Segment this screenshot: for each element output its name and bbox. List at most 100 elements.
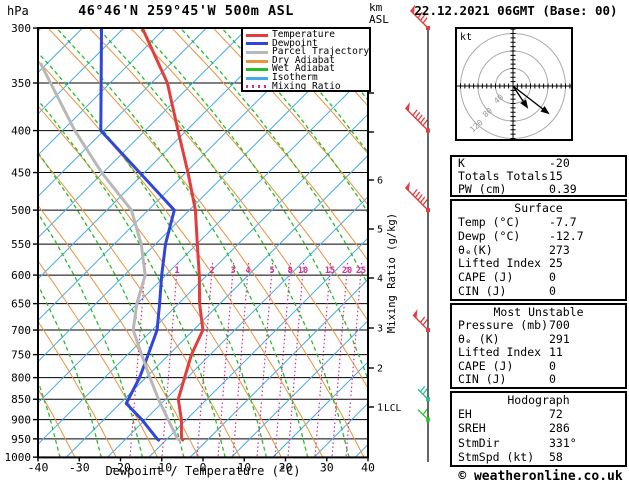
datetime-title: 22.12.2021 06GMT (Base: 00) xyxy=(414,3,618,18)
dry-adiabat-line xyxy=(47,28,365,458)
legend-item: Parcel Trajectory xyxy=(246,47,369,57)
isotherm-swatch xyxy=(246,76,268,80)
wind-barb-tick xyxy=(422,408,428,416)
wind-barb-pennant xyxy=(410,4,415,14)
row-value: 331° xyxy=(549,435,577,450)
table-row: CAPE (J) 0 xyxy=(452,358,625,373)
legend: Temperature Dewpoint Parcel Trajectory Dry … xyxy=(241,27,371,92)
km-tick-label: 5 xyxy=(377,225,383,236)
panel-header: Hodograph xyxy=(507,393,570,408)
dry-adiabat-line xyxy=(88,28,368,390)
wind-barb xyxy=(409,4,430,31)
pressure-tick-label: 900 xyxy=(11,414,31,427)
mixing-ratio-swatch xyxy=(246,85,268,89)
row-label: Totals Totals xyxy=(458,169,549,183)
wind-barb-shaft xyxy=(404,186,429,211)
pressure-tick-label: 500 xyxy=(11,204,31,217)
mixing-ratio-line xyxy=(129,262,147,458)
lcl-label: LCL xyxy=(384,403,401,414)
legend-item-label: Temperature xyxy=(272,29,335,40)
pressure-axis-unit: hPa xyxy=(7,4,29,18)
table-row: θₑ (K) 291 xyxy=(452,332,625,346)
pressure-tick-label: 350 xyxy=(11,77,31,90)
pressure-tick-label: 300 xyxy=(11,22,31,35)
isotherm-line xyxy=(38,72,368,404)
row-label: Dewp (°C) xyxy=(458,228,521,243)
row-label: CAPE (J) xyxy=(458,358,514,373)
table-row: θₑ(K) 273 xyxy=(452,242,625,257)
mixing-ratio-line xyxy=(217,262,235,458)
wind-barb xyxy=(412,309,430,333)
wind-barb xyxy=(417,385,430,402)
table-row: Dewp (°C) -12.7 xyxy=(452,228,625,243)
altitude-axis: 6 5 4 3 2 1 LCL xyxy=(368,92,401,414)
legend-item: Dry Adiabat xyxy=(246,54,369,66)
dewpoint-swatch xyxy=(246,42,268,46)
legend-item: Isotherm xyxy=(246,71,369,83)
isotherm-line xyxy=(65,154,368,458)
indices-panel: K -20 Totals Totals 15 PW (cm) 0.39 xyxy=(450,155,627,197)
wind-barb xyxy=(404,102,430,133)
background-line-families xyxy=(38,28,368,458)
table-row: EH 72 xyxy=(452,408,625,421)
table-row: K -20 xyxy=(452,157,625,170)
legend-item-label: Mixing Ratio xyxy=(272,80,341,92)
pressure-tick-label: 850 xyxy=(11,393,31,406)
wet-adiabat-line xyxy=(179,28,368,286)
table-row: Totals Totals 15 xyxy=(452,170,625,183)
isotherm-line xyxy=(230,319,368,458)
wind-barb-tick xyxy=(417,114,423,121)
wind-barb-tick xyxy=(412,188,418,196)
row-value: 15 xyxy=(549,169,563,183)
dewpoint-line xyxy=(99,28,176,443)
mixing-ratio-labels: 1 2 3 4 5 8 10 15 20 25 xyxy=(174,266,366,276)
wet-adiabat-line xyxy=(38,99,226,458)
wet-adiabat-swatch xyxy=(246,68,268,72)
isotherm-line xyxy=(272,361,368,458)
panel-header: Most Unstable xyxy=(493,304,584,319)
temp-tick-label: 30 xyxy=(320,460,334,474)
dry-adiabat-line xyxy=(38,320,117,458)
row-value: 0 xyxy=(549,358,556,373)
isotherm-line xyxy=(38,28,331,322)
mixing-ratio-label: 2 xyxy=(209,266,214,276)
sounding-series xyxy=(39,28,205,443)
hodograph-panel: Hodograph EH 72 SREH 286 StmDir 331° StmSpd… xyxy=(450,391,627,467)
hodograph-unit-label: kt xyxy=(460,32,472,43)
mixing-ratio-line xyxy=(331,262,349,458)
mixing-ratio-line xyxy=(314,262,332,458)
row-label: Temp (°C) xyxy=(458,214,521,229)
wind-barb-shaft xyxy=(409,10,429,29)
row-value: 11 xyxy=(549,345,563,360)
wind-barb-tick xyxy=(417,194,423,201)
table-row: CIN (J) 0 xyxy=(452,373,625,386)
wet-adiabat-line xyxy=(38,212,144,458)
row-label: CIN (J) xyxy=(458,284,507,299)
wind-barb xyxy=(417,408,430,422)
row-value: 0 xyxy=(549,270,556,285)
pressure-tick-label: 400 xyxy=(11,125,31,138)
mixing-ratio-axis-label: Mixing Ratio (g/kg) xyxy=(386,212,398,334)
legend-item-label: Dry Adiabat xyxy=(272,54,335,66)
wind-barb-tick xyxy=(422,17,428,24)
pressure-tick-label: 700 xyxy=(11,324,31,337)
copyright: © weatheronline.co.uk xyxy=(458,469,623,484)
legend-item-label: Isotherm xyxy=(272,71,318,83)
panel-header: Surface xyxy=(514,200,563,215)
wind-barb-tick xyxy=(419,385,426,393)
wind-barb-tick xyxy=(422,199,428,206)
table-row: CIN (J) 0 xyxy=(452,285,625,298)
table-row: Temp (°C) -7.7 xyxy=(452,214,625,229)
dry-adiabat-line xyxy=(253,28,368,155)
altitude-unit-asl: ASL xyxy=(369,13,389,26)
mixing-ratio-line xyxy=(256,262,274,458)
table-row: StmDir 331° xyxy=(452,435,625,450)
mixing-ratio-line xyxy=(232,262,250,458)
row-value: 273 xyxy=(549,242,570,257)
wind-barb-tick xyxy=(419,196,426,204)
mixing-ratio-label: 25 xyxy=(356,266,366,276)
row-value: -7.7 xyxy=(549,214,577,229)
wind-barb-tick xyxy=(414,191,421,198)
mixing-ratio-label: 15 xyxy=(325,266,335,276)
